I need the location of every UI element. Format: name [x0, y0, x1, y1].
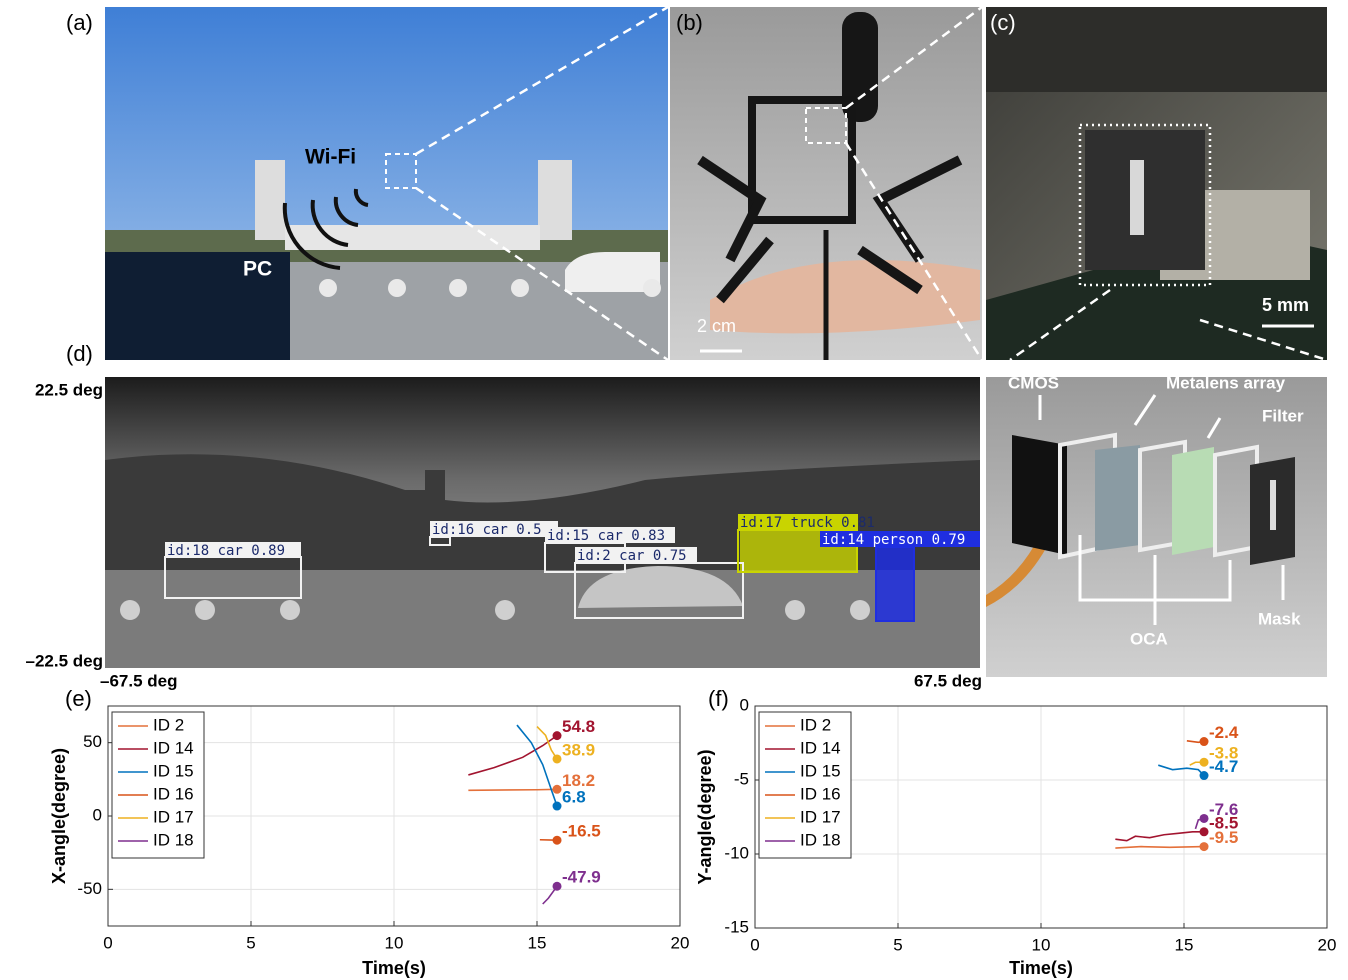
x-tick-label: 0 — [750, 935, 759, 954]
end-point — [553, 754, 562, 763]
end-value-label: -16.5 — [562, 822, 601, 841]
legend-label: ID 14 — [800, 738, 841, 757]
scale-label: 5 mm — [1262, 295, 1309, 315]
diagram-label: Mask — [1258, 609, 1301, 628]
end-value-label: 6.8 — [562, 788, 586, 807]
x-tick-label: 10 — [385, 933, 404, 952]
panel-label: (c) — [990, 10, 1016, 35]
detection-label: id:2 car 0.75 — [577, 548, 687, 564]
y-tick-label: -5 — [734, 769, 749, 788]
legend-label: ID 14 — [153, 738, 194, 757]
y-axis-label: Y-angle(degree) — [695, 749, 715, 884]
legend-label: ID 2 — [153, 715, 184, 734]
legend-label: ID 15 — [800, 761, 841, 780]
end-point — [553, 836, 562, 845]
end-value-label: -2.4 — [1209, 723, 1239, 742]
end-point — [553, 731, 562, 740]
detection-label: id:14 person 0.79 — [822, 532, 965, 548]
figure: (a) Wi-Fi PC (b) 2 cm (c) 5 mm id:18 car… — [0, 0, 1348, 980]
end-point — [553, 802, 562, 811]
end-value-label: -47.9 — [562, 868, 601, 887]
diagram-label: CMOS — [1008, 373, 1059, 392]
x-tick-label: 10 — [1032, 935, 1051, 954]
legend-label: ID 18 — [153, 830, 194, 849]
wifi-label: Wi-Fi — [305, 146, 356, 169]
y-axis-label: X-angle(degree) — [49, 748, 69, 884]
legend-label: ID 16 — [153, 784, 194, 803]
legend-label: ID 16 — [800, 784, 841, 803]
y-tick-label: -10 — [724, 843, 749, 862]
x-tick-label: 0 — [103, 933, 112, 952]
panel-label: (b) — [676, 10, 703, 35]
y-tick-label: 50 — [83, 732, 102, 751]
end-point — [1200, 814, 1209, 823]
end-value-label: 38.9 — [562, 740, 595, 759]
photo-b — [670, 7, 982, 360]
y-tick-label: -15 — [724, 917, 749, 936]
end-value-label: -3.8 — [1209, 744, 1238, 763]
legend-label: ID 17 — [153, 807, 194, 826]
axis-extent: 22.5 deg — [35, 380, 103, 399]
panel-label: (f) — [708, 686, 729, 711]
y-tick-label: -50 — [77, 879, 102, 898]
panel-label: (e) — [65, 686, 92, 711]
end-point — [1200, 758, 1209, 767]
diagram-label: OCA — [1130, 629, 1168, 648]
y-tick-label: 0 — [740, 695, 749, 714]
end-value-label: 54.8 — [562, 717, 595, 736]
detection-label: id:16 car 0.5 — [432, 522, 542, 538]
panel-label: (d) — [66, 341, 93, 366]
axis-extent: 67.5 deg — [914, 671, 982, 690]
diagram-label: Filter — [1262, 406, 1304, 425]
axis-extent: –22.5 deg — [26, 651, 104, 670]
end-point — [1200, 842, 1209, 851]
y-tick-label: 0 — [93, 805, 102, 824]
legend-label: ID 2 — [800, 715, 831, 734]
detection-label: id:18 car 0.89 — [167, 543, 285, 559]
end-point — [1200, 737, 1209, 746]
legend-label: ID 15 — [153, 761, 194, 780]
pc-label: PC — [243, 258, 272, 281]
x-tick-label: 5 — [246, 933, 255, 952]
end-point — [553, 785, 562, 794]
x-tick-label: 5 — [893, 935, 902, 954]
series-line — [468, 789, 557, 790]
end-point — [1200, 827, 1209, 836]
legend-label: ID 18 — [800, 830, 841, 849]
x-tick-label: 15 — [1175, 935, 1194, 954]
end-point — [1200, 771, 1209, 780]
x-axis-label: Time(s) — [1009, 958, 1073, 978]
photo-a — [105, 7, 668, 360]
end-point — [553, 882, 562, 891]
x-tick-label: 15 — [528, 933, 547, 952]
x-axis-label: Time(s) — [362, 958, 426, 978]
scale-label: 2 cm — [697, 316, 736, 336]
x-tick-label: 20 — [671, 933, 690, 952]
detection-label: id:15 car 0.83 — [547, 528, 665, 544]
detection-label: id:17 truck 0.81 — [740, 515, 875, 531]
legend-label: ID 17 — [800, 807, 841, 826]
axis-extent: –67.5 deg — [100, 671, 178, 690]
panel-label: (a) — [66, 10, 93, 35]
diagram-label: Metalens array — [1166, 373, 1286, 392]
x-tick-label: 20 — [1318, 935, 1337, 954]
end-value-label: -7.6 — [1209, 800, 1238, 819]
